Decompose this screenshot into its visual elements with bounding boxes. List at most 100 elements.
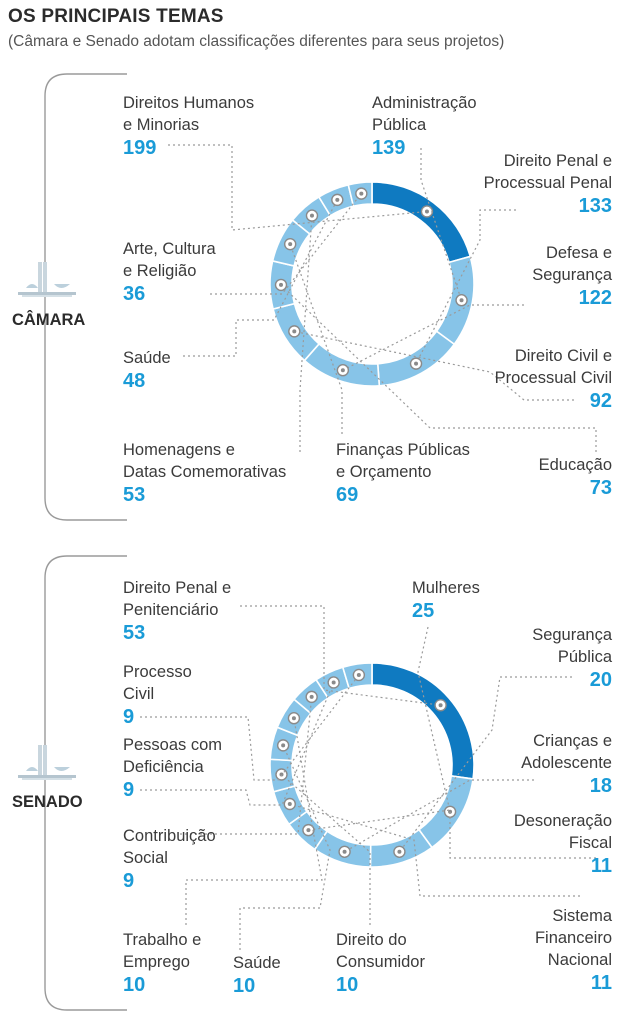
slice-marker-dot	[356, 672, 361, 677]
slice-label-text: Sistema Financeiro Nacional	[534, 907, 612, 969]
slice-label-text: Finanças Públicas e Orçamento	[336, 441, 470, 481]
slice-marker-dot	[287, 802, 292, 807]
slice-marker-dot	[397, 849, 402, 854]
slice-label-text: Educação	[538, 456, 612, 474]
slice-label-text: Saúde	[123, 349, 171, 367]
slice-label: Sistema Financeiro Nacional 11	[535, 905, 612, 996]
leader-line	[415, 209, 516, 364]
slice-label: Trabalho e Emprego 10	[123, 929, 201, 998]
slice-marker-dot	[292, 329, 297, 334]
slice-marker-dot	[448, 809, 453, 814]
slice-label: Processo Civil 9	[123, 661, 192, 730]
leader-line	[289, 803, 580, 897]
slice-label: Educação 73	[539, 454, 612, 501]
slice-label: Homenagens e Datas Comemorativas 53	[123, 439, 286, 508]
slice-label: Desoneração Fiscal 11	[514, 810, 612, 879]
donut-slice	[371, 662, 475, 780]
slice-label-text: Direito Penal e Processual Penal	[483, 152, 612, 192]
leader-line	[281, 774, 371, 925]
slice-label: Direitos Humanos e Minorias 199	[123, 92, 254, 161]
slice-label: Administração Pública 139	[372, 92, 477, 161]
slice-label: Direito Civil e Processual Civil 92	[495, 345, 612, 414]
slice-value: 10	[336, 974, 359, 996]
slice-value: 53	[123, 484, 146, 506]
slice-marker-dot	[414, 361, 419, 366]
slice-marker-dot	[340, 368, 345, 373]
slice-label: Direito Penal e Processual Penal 133	[484, 150, 612, 219]
congress-building-icon	[18, 745, 76, 780]
slice-label-text: Desoneração Fiscal	[513, 812, 612, 852]
slice-marker-dot	[279, 282, 284, 287]
slice-marker-dot	[291, 716, 296, 721]
chamber-label-senado: SENADO	[12, 793, 83, 811]
slice-value: 48	[123, 370, 146, 392]
slice-value: 25	[412, 600, 435, 622]
leader-line	[240, 605, 441, 706]
leader-line	[210, 193, 362, 295]
slice-label: Saúde 48	[123, 347, 171, 394]
slice-value: 53	[123, 622, 146, 644]
page-subtitle: (Câmara e Senado adotam classificações d…	[8, 33, 505, 50]
donut-chart-senado	[18, 555, 596, 1011]
slice-label-text: Pessoas com Deficiência	[123, 736, 223, 776]
slice-value: 139	[372, 137, 406, 159]
chamber-bracket	[44, 555, 127, 1011]
leader-line	[183, 199, 338, 357]
slice-value: 73	[589, 477, 612, 499]
slice-marker-dot	[309, 694, 314, 699]
slice-label: Direito Penal e Penitenciário 53	[123, 577, 231, 646]
slice-marker-dot	[424, 209, 429, 214]
slice-marker-dot	[288, 242, 293, 247]
leader-line	[140, 682, 335, 806]
slice-marker-dot	[306, 828, 311, 833]
slice-label-text: Defesa e Segurança	[532, 244, 612, 284]
donut-slice	[371, 181, 472, 264]
slice-label-text: Segurança Pública	[532, 626, 612, 666]
slice-value: 9	[123, 706, 135, 728]
leader-line	[299, 215, 313, 452]
page-title: OS PRINCIPAIS TEMAS	[8, 6, 224, 27]
leader-line	[417, 626, 451, 812]
donut-slice	[435, 255, 475, 346]
slice-value: 10	[233, 975, 256, 997]
slice-value: 20	[589, 669, 612, 691]
slice-label-text: Processo Civil	[123, 663, 192, 703]
slice-value: 122	[578, 287, 612, 309]
slice-value: 199	[123, 137, 157, 159]
slice-value: 11	[590, 855, 612, 877]
leader-line	[420, 148, 463, 301]
slice-value: 92	[589, 390, 612, 412]
chamber-label-camara: CÂMARA	[12, 311, 86, 329]
donut-chart-cmara	[18, 73, 597, 521]
slice-label-text: Homenagens e Datas Comemorativas	[123, 441, 287, 481]
slice-label-text: Arte, Cultura e Religião	[123, 240, 216, 280]
slice-label: Crianças e Adolescente 18	[521, 730, 612, 799]
slice-marker-dot	[438, 703, 443, 708]
slice-marker-dot	[342, 849, 347, 854]
slice-label-text: Direitos Humanos e Minorias	[123, 94, 255, 134]
slice-label: Mulheres 25	[412, 577, 480, 624]
leader-line	[185, 718, 323, 925]
slice-value: 36	[123, 283, 146, 305]
slice-value: 69	[336, 484, 359, 506]
leader-line	[398, 676, 572, 853]
slice-label-text: Administração Pública	[372, 94, 477, 134]
slice-label-text: Trabalho e Emprego	[123, 931, 202, 971]
slice-label: Saúde 10	[233, 952, 281, 999]
slice-label: Direito do Consumidor 10	[336, 929, 425, 998]
leader-line	[168, 144, 428, 231]
slice-label: Arte, Cultura e Religião 36	[123, 238, 216, 307]
slice-label-text: Crianças e Adolescente	[521, 732, 612, 772]
slice-label-text: Direito do Consumidor	[336, 931, 425, 971]
leader-line	[344, 779, 534, 853]
slice-value: 133	[578, 195, 612, 217]
slice-marker-dot	[281, 743, 286, 748]
slice-label-text: Saúde	[233, 954, 281, 972]
slice-marker-dot	[359, 191, 364, 196]
slice-label-text: Contribuição Social	[123, 827, 216, 867]
leader-line	[239, 745, 331, 950]
slice-value: 9	[123, 870, 135, 892]
slice-label-text: Direito Civil e Processual Civil	[494, 347, 612, 387]
